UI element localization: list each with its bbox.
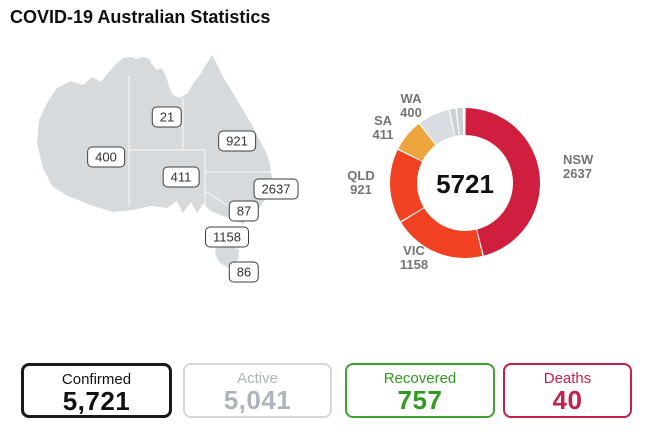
donut-label-wa: WA 400 [400,91,422,120]
confirmed-label: Confirmed [61,371,132,388]
donut-label-qld: QLD 921 [347,168,375,197]
australia-mainland-shape [37,55,272,224]
map-label-vic: 1158 [205,226,249,248]
active-label: Active [237,370,278,387]
donut-segment-sa[interactable] [398,123,436,161]
recovered-value: 757 [397,385,443,415]
donut-segment-vic[interactable] [401,208,483,258]
deaths-label: Deaths [543,370,592,387]
map-label-wa: 400 [87,146,125,168]
donut-segment-wa[interactable] [420,109,455,145]
donut-segment-nt[interactable] [463,108,465,135]
page-title: COVID-19 Australian Statistics [10,7,271,27]
active-value: 5,041 [223,385,292,415]
map-label-nsw: 2637 [253,178,299,200]
donut-segment-nsw[interactable] [465,108,540,256]
map-label-tas: 86 [228,261,260,283]
recovered-label: Recovered [383,370,457,387]
recovered-card[interactable]: Recovered 757 [345,363,495,418]
map-label-qld: 921 [218,130,256,152]
donut-segment-tas[interactable] [449,108,459,136]
donut-label-vic: VIC 1158 [399,243,429,272]
donut-segment-act[interactable] [456,108,464,136]
donut-chart[interactable] [385,103,545,263]
map-label-sa: 411 [162,166,200,188]
confirmed-value: 5,721 [62,386,131,416]
donut-segment-qld[interactable] [389,149,424,222]
australia-map [37,55,272,268]
donut-center-total: 5721 [436,169,494,199]
map-label-act: 87 [228,200,260,222]
deaths-value: 40 [552,385,583,415]
deaths-card[interactable]: Deaths 40 [503,363,632,418]
state-border-lines [128,76,271,217]
active-card[interactable]: Active 5,041 [183,363,332,418]
confirmed-card[interactable]: Confirmed 5,721 [21,363,172,418]
map-label-nt: 21 [151,106,183,128]
donut-label-sa: SA 411 [372,113,394,142]
donut-label-nsw: NSW 2637 [563,152,594,181]
